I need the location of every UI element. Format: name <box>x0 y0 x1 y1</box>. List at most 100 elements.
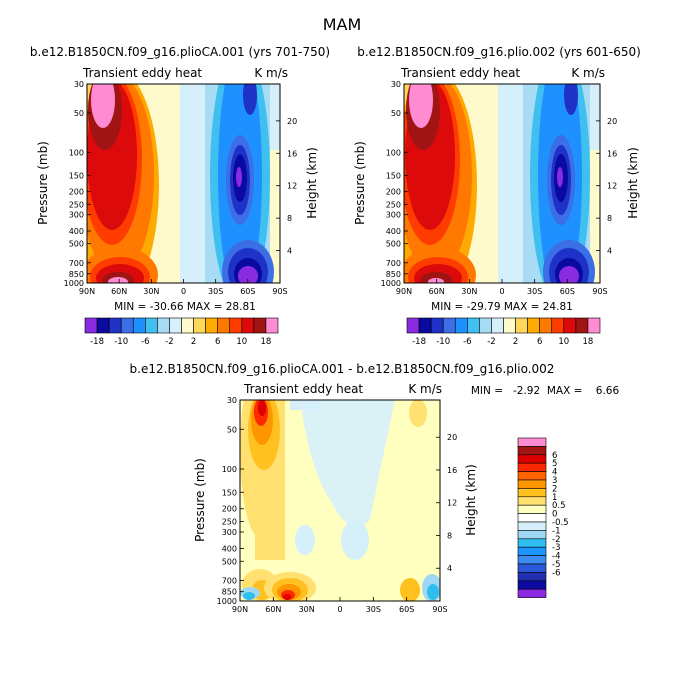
panel-b-y-tick-label: 700 <box>386 259 401 268</box>
panel-b-height-tick-label: 4 <box>607 247 612 256</box>
panel-c-y-tick-label: 200 <box>222 505 237 514</box>
panel-a-x-tick-label: 30N <box>143 287 159 296</box>
panel-b-y-tick-label: 300 <box>386 211 401 220</box>
panel-a-colorbar-swatch <box>145 317 158 334</box>
panel-c-colorbar-swatch <box>517 479 547 489</box>
panel-c-height-tick-label: 12 <box>447 499 457 508</box>
panel-b-colorbar-swatch <box>515 317 528 334</box>
panel-c-y-tick-label: 850 <box>222 588 237 597</box>
panel-b-y-tick-label: 850 <box>386 270 401 279</box>
panel-a-colorbar-label: -2 <box>165 337 173 347</box>
panel-c-colorbar-label: 1 <box>552 493 557 503</box>
panel-a-colorbar-label: 6 <box>215 337 220 347</box>
panel-b-colorbar-label: -2 <box>487 337 495 347</box>
panel-a-colorbar: -18 -10 -6 -2 2 6 10 18 <box>84 317 279 347</box>
panel-a-colorbar-label: -18 <box>90 337 104 347</box>
panel-b-y-tick-label: 30 <box>391 80 401 89</box>
panel-a-y-tick-label: 300 <box>69 211 84 220</box>
panel-c-colorbar-label: 3 <box>552 476 557 486</box>
panel-a-height-tick-label: 12 <box>287 182 297 191</box>
panel-a-x-tick-label: 0 <box>181 287 186 296</box>
panel-c-colorbar-swatch <box>517 488 547 498</box>
panel-b-colorbar-label: -18 <box>412 337 426 347</box>
panel-c-colorbar-label: 4 <box>552 468 557 478</box>
panel-a-x-tick-label: 60N <box>111 287 127 296</box>
panel-c-colorbar-swatch <box>517 454 547 464</box>
panel-b-colorbar-swatch <box>430 317 444 334</box>
panel-a-x-tick-label: 30S <box>208 287 223 296</box>
panel-c-x-axis: 90N 60N 30N 0 30S 60S 90S <box>232 597 448 614</box>
panel-c-colorbar-label: 6 <box>552 451 557 461</box>
panel-c-colorbar-swatch <box>517 555 547 565</box>
panel-a-ylabel: Pressure (mb) <box>36 141 50 225</box>
panel-a-colorbar-label: 18 <box>261 337 272 347</box>
panel-c-colorbar-swatch <box>517 504 547 514</box>
panel-b-colorbar-swatch <box>575 317 589 334</box>
panel-c-y-tick-label: 250 <box>222 518 237 527</box>
panel-c-height-tick-label: 4 <box>447 564 452 573</box>
panel-a-colorbar-swatch <box>229 317 243 334</box>
panel-a-height-axis: 20 16 12 8 4 <box>276 117 297 256</box>
panel-b-y-tick-label: 150 <box>386 171 401 180</box>
panel-b: b.e12.B1850CN.f09_g16.plio.002 (yrs 601-… <box>353 45 641 347</box>
panel-b-y-tick-label: 200 <box>386 188 401 197</box>
panel-b-height-tick-label: 8 <box>607 214 612 223</box>
panel-b-height-tick-label: 16 <box>607 149 617 158</box>
panel-a-colorbar-swatch <box>84 317 98 334</box>
panel-b-x-tick-label: 30S <box>527 287 542 296</box>
panel-c-colorbar-label: -5 <box>552 560 560 570</box>
panel-c-colorbar-label: 0 <box>552 510 557 520</box>
panel-a-colorbar-swatch <box>253 317 267 334</box>
panel-b-y-tick-label: 50 <box>391 109 401 118</box>
panel-b-x-tick-label: 0 <box>499 287 504 296</box>
panel-a-ylabel-right: Height (km) <box>305 147 319 218</box>
panel-c-x-tick-label: 60N <box>265 605 281 614</box>
panel-b-colorbar-swatch <box>527 317 540 334</box>
panel-c-y-tick-label: 300 <box>222 528 237 537</box>
panel-b-colorbar: -18 -10 -6 -2 2 6 10 18 <box>406 317 601 347</box>
panel-b-colorbar-swatch <box>551 317 565 334</box>
panel-c-colorbar-swatch <box>517 538 547 548</box>
panel-b-ylabel: Pressure (mb) <box>353 141 367 225</box>
panel-a-colorbar-swatch <box>120 317 134 334</box>
panel-c-height-tick-label: 20 <box>447 433 457 442</box>
panel-a-y-tick-label: 200 <box>69 188 84 197</box>
panel-c-y-tick-label: 100 <box>222 465 237 474</box>
panel-b-field <box>404 84 600 283</box>
panel-b-height-tick-label: 12 <box>607 182 617 191</box>
panel-b-x-tick-label: 60S <box>560 287 575 296</box>
panel-a-y-tick-label: 1000 <box>64 279 84 288</box>
panel-b-colorbar-swatch <box>563 317 577 334</box>
panel-a-height-tick-label: 8 <box>287 214 292 223</box>
panel-b-colorbar-swatch <box>491 317 504 334</box>
panel-a-colorbar-label: -6 <box>141 337 149 347</box>
panel-b-colorbar-swatch <box>454 317 468 334</box>
panel-b-colorbar-label: -10 <box>436 337 450 347</box>
panel-c-ylabel-right: Height (km) <box>464 464 478 535</box>
panel-b-y-tick-label: 500 <box>386 240 401 249</box>
panel-c-colorbar-label: 2 <box>552 484 557 494</box>
panel-a-y-tick-label: 400 <box>69 227 84 236</box>
panel-c-colorbar-label: -2 <box>552 535 560 545</box>
panel-c-colorbar-label: -4 <box>552 552 560 562</box>
panel-b-x-tick-label: 60N <box>429 287 445 296</box>
panel-a-colorbar-swatch <box>193 317 206 334</box>
panel-b-colorbar-swatch <box>418 317 432 334</box>
panel-c-x-tick-label: 90N <box>232 605 248 614</box>
panel-c-colorbar-swatch <box>517 521 547 531</box>
panel-c-colorbar-label: -3 <box>552 543 560 553</box>
panel-a-colorbar-swatch <box>96 317 110 334</box>
panel-c-colorbar-swatch <box>517 546 547 556</box>
panel-c-colorbar-swatch <box>517 437 547 447</box>
panel-a-colorbar-label: -10 <box>114 337 128 347</box>
panel-b-colorbar-swatch <box>479 317 492 334</box>
panel-c-colorbar-swatch <box>517 580 547 590</box>
panel-a-colorbar-swatch <box>217 317 231 334</box>
panel-c-title: b.e12.B1850CN.f09_g16.plioCA.001 - b.e12… <box>130 362 555 376</box>
panel-c-y-tick-label: 1000 <box>217 597 237 606</box>
panel-b-colorbar-swatch <box>442 317 456 334</box>
panel-a-y-tick-label: 700 <box>69 259 84 268</box>
panel-c-colorbar-label: 5 <box>552 459 557 469</box>
